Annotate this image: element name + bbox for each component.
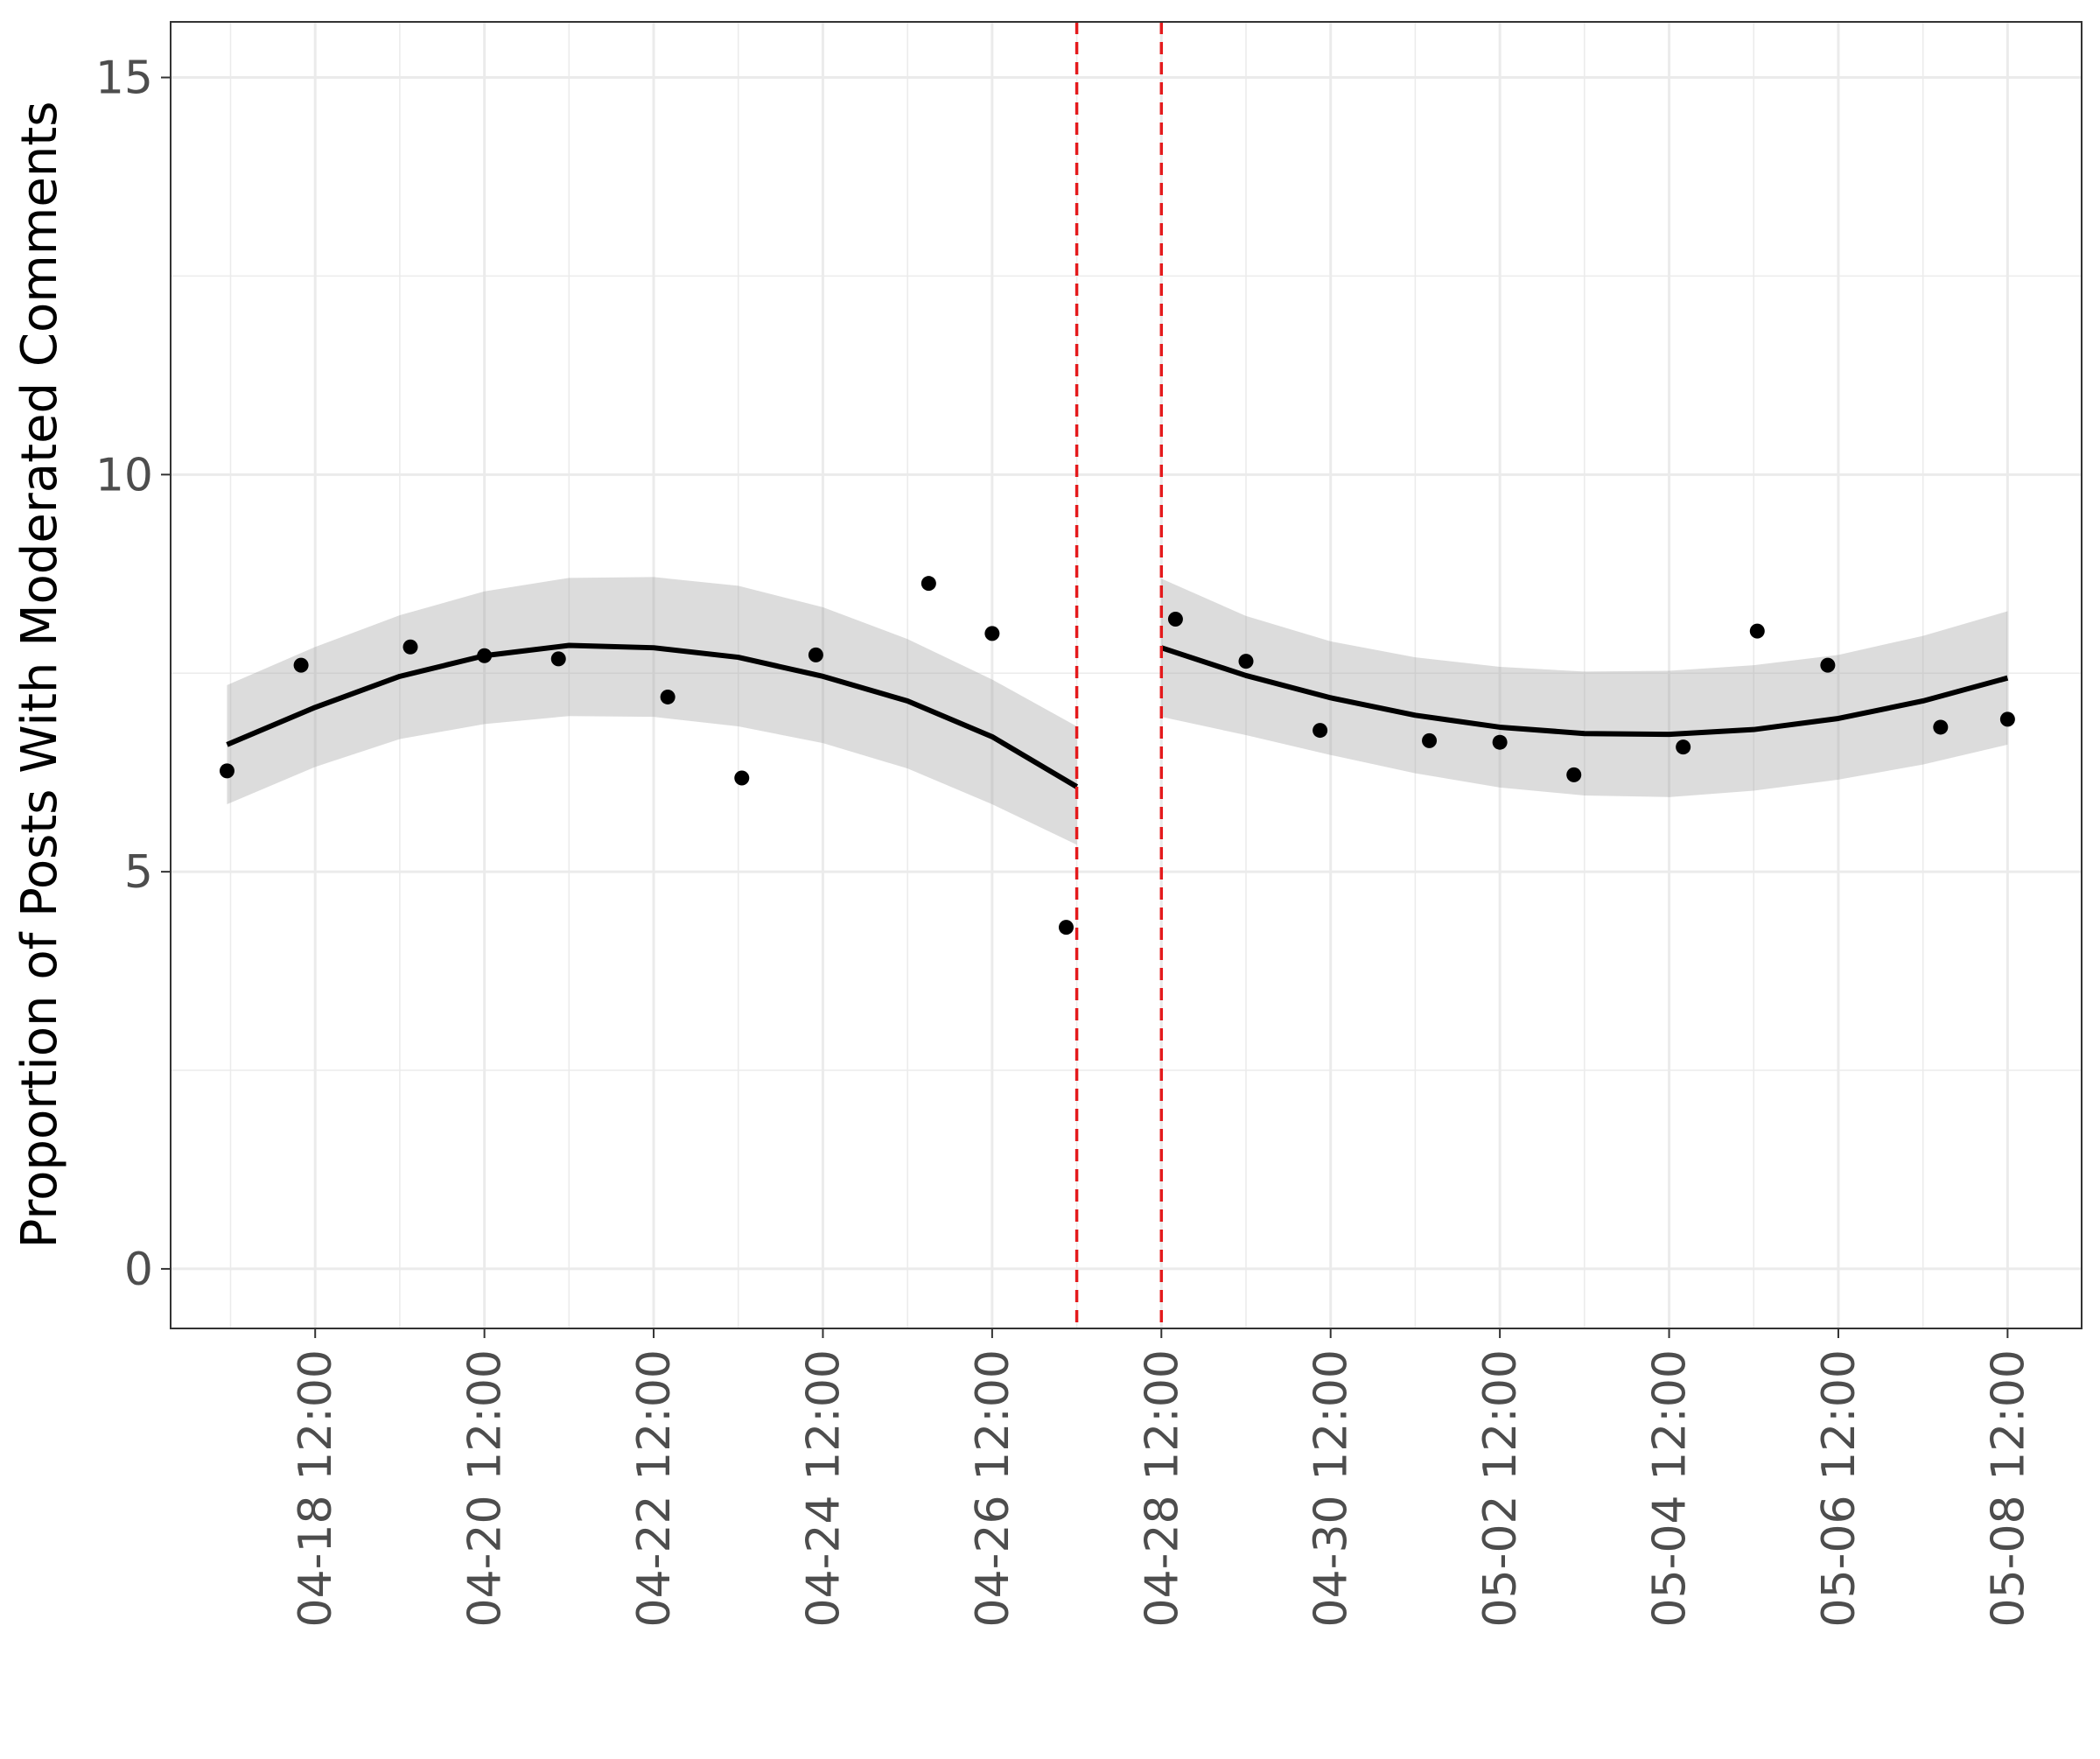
fit-line-after: [1160, 645, 2009, 738]
y-axis: 0 5 10 15: [95, 53, 171, 1296]
data-points: [219, 576, 2015, 936]
data-point: [1999, 711, 2015, 727]
y-tick-label: 15: [95, 53, 153, 105]
y-axis-title: Proportion of Posts With Moderated Comme…: [11, 102, 68, 1249]
confidence-band-after: [1161, 578, 2008, 797]
data-point: [984, 626, 1000, 641]
data-point: [1167, 612, 1183, 627]
data-point: [1566, 767, 1582, 782]
confidence-bands: [227, 577, 2008, 845]
x-tick-label: 04-22 12:00: [628, 1349, 681, 1627]
data-point: [808, 647, 823, 662]
data-point: [920, 576, 936, 592]
data-point: [402, 639, 418, 655]
x-tick-label: 05-02 12:00: [1474, 1349, 1527, 1627]
data-point: [1238, 654, 1254, 669]
fit-line-before: [226, 642, 1079, 789]
data-point: [1749, 623, 1765, 639]
x-tick-label: 04-20 12:00: [459, 1349, 512, 1627]
data-point: [550, 651, 566, 667]
data-point: [660, 689, 676, 704]
confidence-band-before: [227, 577, 1077, 845]
x-tick-label: 04-30 12:00: [1306, 1349, 1358, 1627]
panel-background: [171, 22, 2082, 1328]
data-point: [1312, 723, 1328, 739]
panel-border: [170, 21, 2082, 1329]
x-axis: 04-18 12:00 04-20 12:00 04-22 12:00 04-24 1…: [290, 1328, 2034, 1627]
data-point: [734, 770, 750, 786]
fit-lines: [226, 642, 2009, 789]
x-tick-label: 04-24 12:00: [797, 1349, 850, 1627]
y-tick-label: 5: [124, 846, 153, 899]
data-point: [477, 648, 493, 663]
data-point: [1933, 719, 1949, 735]
data-point: [1422, 732, 1438, 748]
x-tick-label: 04-26 12:00: [967, 1349, 1019, 1627]
data-point: [219, 763, 234, 779]
y-tick-label: 0: [124, 1244, 153, 1296]
x-tick-label: 05-04 12:00: [1644, 1349, 1697, 1627]
data-point: [1058, 920, 1074, 936]
reference-lines: [1074, 22, 1164, 1328]
x-tick-label: 04-18 12:00: [290, 1349, 342, 1627]
y-tick-label: 10: [95, 449, 153, 501]
data-point: [1492, 734, 1508, 750]
x-tick-label: 04-28 12:00: [1136, 1349, 1188, 1627]
data-point: [1676, 739, 1691, 755]
x-tick-label: 05-06 12:00: [1813, 1349, 1866, 1627]
data-point: [1820, 657, 1836, 673]
data-point: [293, 657, 309, 673]
x-tick-label: 05-08 12:00: [1982, 1349, 2034, 1627]
